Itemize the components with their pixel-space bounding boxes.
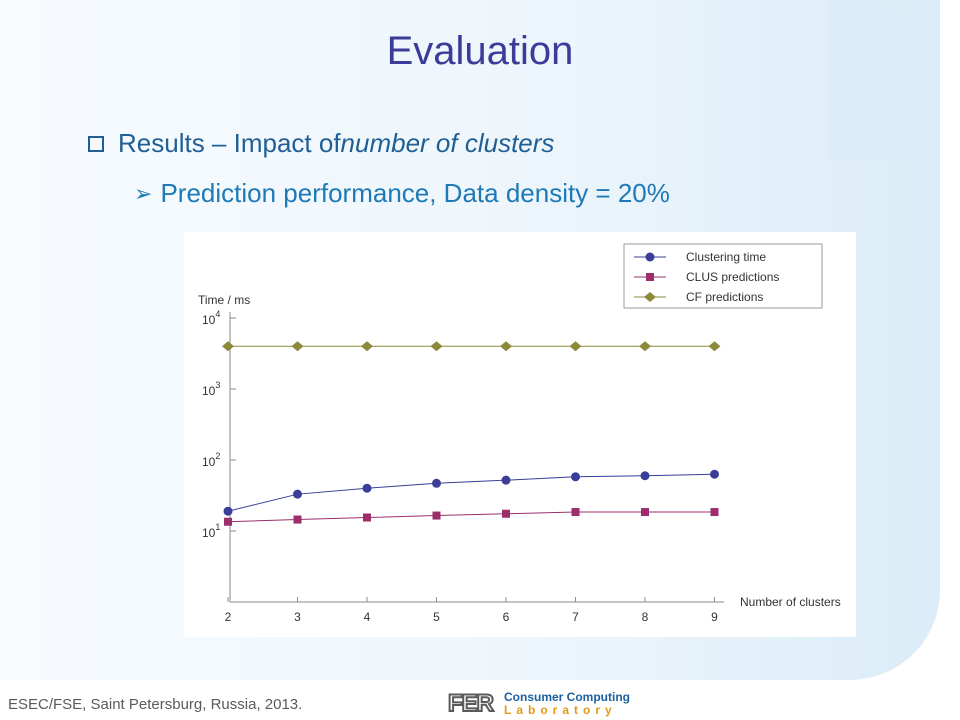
x-tick-label: 9 (711, 610, 718, 624)
subbullet-prediction-text: Prediction performance, Data density = 2… (160, 178, 670, 208)
x-tick-label: 7 (572, 610, 579, 624)
logo-line2: Laboratory (504, 703, 617, 717)
data-point-series-3 (708, 341, 721, 352)
x-tick-label: 6 (503, 610, 510, 624)
data-point-series-2 (641, 508, 649, 517)
data-point-series-3 (361, 341, 373, 352)
slide-title: Evaluation (386, 29, 574, 73)
data-point-series-3 (430, 341, 443, 352)
data-point-series-3 (500, 341, 512, 352)
data-point-series-2 (363, 513, 371, 522)
legend-label: Clustering time (686, 250, 766, 264)
series-line-2 (227, 511, 715, 523)
data-point-series-1 (223, 506, 233, 516)
bullet-results-prefix: Results – Impact of (118, 128, 341, 158)
bullet-results: Results – Impact of number of clusters (88, 128, 554, 159)
data-point-series-2 (293, 515, 302, 524)
data-point-series-3 (222, 341, 234, 352)
data-point-series-1 (640, 471, 650, 481)
logo-line1: Consumer Computing (504, 690, 630, 704)
chart-container: 104 103 102 101 Time / ms 2 3 4 5 6 7 8 9 Number of c… (184, 232, 856, 637)
legend-marker (644, 292, 656, 302)
y-tick-label: 104 (202, 309, 220, 327)
data-point-series-1 (432, 478, 441, 488)
data-point-series-3 (639, 341, 651, 352)
y-tick-label: 101 (202, 522, 220, 540)
legend-marker (645, 252, 655, 262)
data-point-series-2 (710, 508, 719, 517)
bullet-results-italic: number of clusters (340, 128, 555, 158)
x-axis-label: Number of clusters (740, 595, 841, 609)
fer-logo: FER Consumer Computing Laboratory (447, 690, 630, 718)
data-point-series-2 (224, 517, 232, 526)
legend-label: CLUS predictions (686, 270, 779, 284)
data-point-series-1 (293, 489, 302, 499)
y-tick-label: 102 (202, 451, 220, 469)
footer-text: ESEC/FSE, Saint Petersburg, Russia, 2013… (8, 696, 303, 713)
data-point-series-2 (432, 511, 441, 520)
x-tick-label: 2 (225, 610, 232, 624)
legend-label: CF predictions (686, 290, 763, 304)
data-point-series-3 (291, 341, 304, 352)
data-point-series-2 (502, 509, 510, 518)
logo-mark: FER (447, 690, 495, 717)
x-tick-label: 3 (294, 610, 301, 624)
checkbox-bullet-icon (88, 135, 104, 152)
data-point-series-1 (362, 483, 372, 493)
x-tick-label: 5 (433, 610, 440, 624)
line-chart: 104 103 102 101 Time / ms 2 3 4 5 6 7 8 9 Number of c… (198, 243, 841, 624)
y-axis-label: Time / ms (198, 293, 250, 307)
legend-marker (646, 273, 654, 281)
x-tick-label: 8 (642, 610, 649, 624)
y-tick-label: 103 (202, 380, 220, 398)
data-point-series-1 (501, 475, 511, 485)
data-point-series-1 (710, 469, 719, 479)
subbullet-prediction: ➢ Prediction performance, Data density =… (134, 178, 670, 209)
arrow-bullet-icon: ➢ (134, 180, 153, 206)
series-line-1 (227, 473, 715, 512)
x-tick-label: 4 (364, 610, 371, 624)
data-point-series-1 (571, 472, 580, 482)
data-point-series-3 (569, 341, 582, 352)
data-point-series-2 (571, 508, 580, 517)
